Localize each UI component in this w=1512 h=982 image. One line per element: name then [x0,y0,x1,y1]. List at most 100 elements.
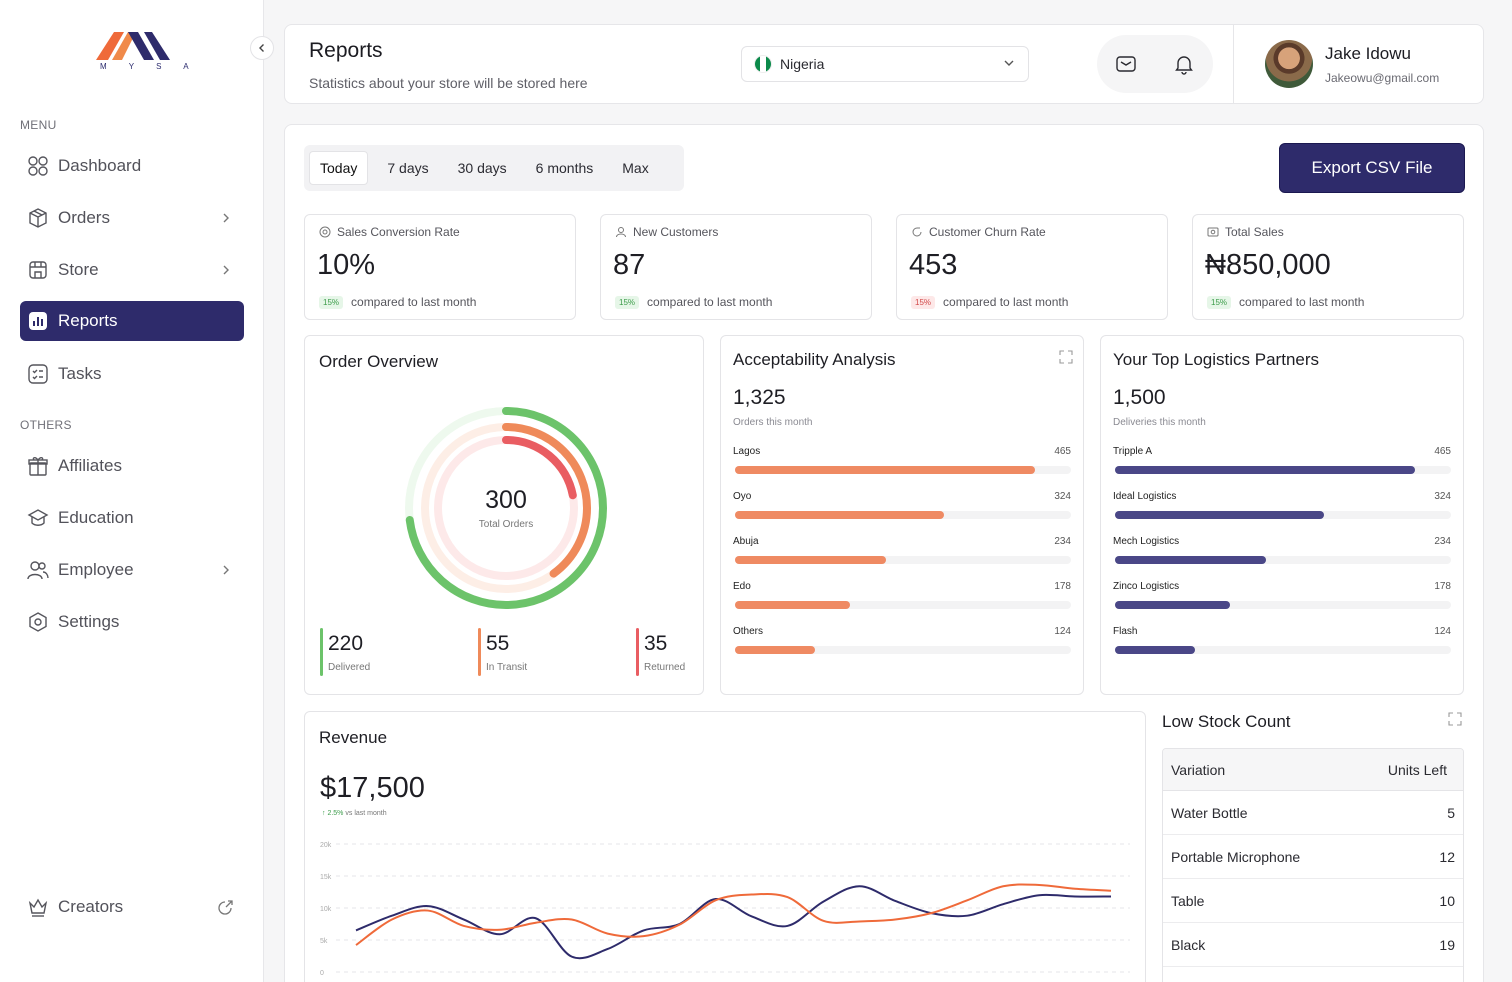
mail-icon[interactable] [1110,48,1142,80]
sidebar-item-reports[interactable]: Reports [20,301,244,341]
table-header: Variation Units Left [1163,749,1463,791]
logistics-bar-row: Flash 124 [1113,626,1451,666]
cell-units: 12 [1439,848,1455,865]
bar-label: Zinco Logistics [1113,581,1180,592]
nigeria-flag-icon [754,55,772,73]
sidebar-item-store[interactable]: Store [20,250,244,290]
country-select[interactable]: Nigeria [741,46,1029,82]
tab-6-months[interactable]: 6 months [535,160,594,176]
bar-value: 178 [1054,581,1071,592]
bar-fill [735,556,887,564]
sidebar-item-label: Reports [58,311,118,330]
stat-compare: compared to last month [943,295,1069,309]
cell-variation: Table [1171,892,1205,909]
sidebar: M Y S A MENU Dashboard Orders Store Repo… [0,0,264,982]
bar-track [735,646,1071,654]
sidebar-item-dashboard[interactable]: Dashboard [20,146,244,186]
bar-label: Abuja [733,536,759,547]
revenue-value: $17,500 [320,772,425,804]
revenue-series-line-2 [355,883,1112,946]
acceptability-bar-row: Oyo 324 [733,491,1071,531]
logistics-bar-row: Tripple A 465 [1113,446,1451,486]
bar-value: 465 [1054,446,1071,457]
export-csv-button[interactable]: Export CSV File [1279,143,1465,193]
sidebar-item-orders[interactable]: Orders [20,198,244,238]
bar-track [735,466,1071,474]
sidebar-item-label: Affiliates [58,456,122,475]
acceptability-bar-row: Lagos 465 [733,446,1071,486]
card-title: Revenue [319,728,388,747]
chevron-right-icon [216,208,236,228]
stat-card-new-customers: New Customers 87 15% compared to last mon… [600,214,872,320]
bar-label: Ideal Logistics [1113,491,1177,502]
legend-in-transit: 55 In Transit [478,628,527,676]
bar-value: 178 [1434,581,1451,592]
table-row[interactable]: Portable Microphone 12 [1163,835,1463,879]
store-icon [26,258,50,282]
bar-value: 324 [1434,491,1451,502]
sidebar-item-label: Settings [58,612,120,631]
legend-value: 35 [644,632,668,655]
graduation-icon [26,506,50,530]
date-range-tabs: Today 7 days 30 days 6 months Max [304,145,684,191]
cell-variation: Portable Microphone [1171,848,1301,865]
others-section-label: OTHERS [20,418,72,432]
bar-value: 465 [1434,446,1451,457]
sidebar-item-label: Store [58,260,99,279]
column-header-units-left: Units Left [1387,761,1447,778]
cash-icon [1207,227,1219,237]
user-name: Jake Idowu [1325,44,1411,63]
legend-value: 55 [486,632,510,655]
expand-icon[interactable] [1059,350,1073,364]
stat-label: Customer Churn Rate [929,225,1046,239]
user-email: Jakeowu@gmail.com [1325,71,1440,85]
table-row[interactable]: Black 19 [1163,923,1463,967]
tab-today[interactable]: Today [309,151,369,185]
sidebar-item-education[interactable]: Education [20,498,244,538]
tab-max[interactable]: Max [622,160,649,176]
tab-7-days[interactable]: 7 days [387,160,429,176]
sidebar-item-label: Creators [58,897,124,916]
logistics-bar-row: Ideal Logistics 324 [1113,491,1451,531]
page-subtitle: Statistics about your store will be stor… [309,75,588,91]
sidebar-item-employee[interactable]: Employee [20,550,244,590]
sidebar-item-creators[interactable]: Creators [20,887,244,927]
collapse-sidebar-button[interactable] [250,36,274,60]
trend-badge: 15% [911,295,936,309]
sidebar-item-tasks[interactable]: Tasks [20,354,244,394]
bar-fill [1115,511,1325,519]
sidebar-item-settings[interactable]: Settings [20,602,244,642]
cell-variation: Water Bottle [1171,804,1248,821]
stat-label: Total Sales [1225,225,1284,239]
sidebar-item-label: Employee [58,560,134,579]
revenue-series-line-1 [355,885,1112,960]
bar-label: Oyo [733,491,752,502]
bar-label: Mech Logistics [1113,536,1180,547]
chevron-right-icon [216,260,236,280]
total-orders-label: Total Orders [478,519,534,530]
bar-value: 124 [1054,626,1071,637]
table-row[interactable]: Water Bottle 5 [1163,791,1463,835]
bar-track [1115,511,1451,519]
acceptability-total: 1,325 [733,386,786,409]
legend-delivered: 220 Delivered [320,628,370,676]
logistics-subtitle: Deliveries this month [1113,417,1206,428]
tab-30-days[interactable]: 30 days [457,160,507,176]
bar-fill [735,646,816,654]
sidebar-item-label: Tasks [58,364,102,383]
stat-card-churn-rate: Customer Churn Rate 453 15% compared to l… [896,214,1168,320]
bar-value: 234 [1434,536,1451,547]
brand-logo [96,32,170,60]
sidebar-item-affiliates[interactable]: Affiliates [20,446,244,486]
card-title: Acceptability Analysis [733,350,896,369]
expand-icon[interactable] [1448,712,1462,726]
legend-marker [478,628,481,676]
bell-icon[interactable] [1168,48,1200,80]
table-row[interactable]: Table 10 [1163,879,1463,923]
low-stock-table: Variation Units Left Water Bottle 5 Porta… [1162,748,1464,982]
legend-value: 220 [328,632,364,655]
bar-track [1115,556,1451,564]
avatar[interactable] [1265,40,1313,88]
external-link-icon[interactable] [216,897,236,917]
stat-value: ₦850,000 [1205,249,1331,281]
